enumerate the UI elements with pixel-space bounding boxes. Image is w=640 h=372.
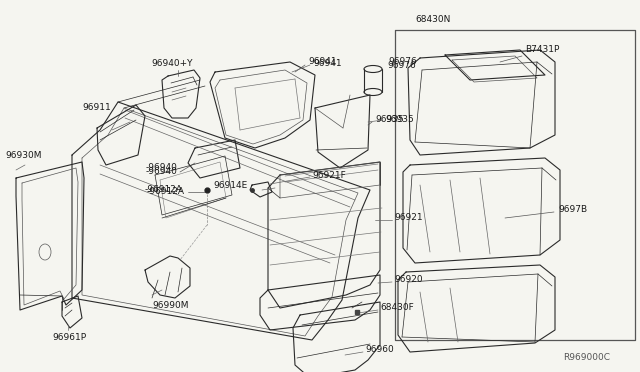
- Text: 96914E: 96914E: [214, 180, 248, 189]
- Text: -96912A: -96912A: [147, 187, 185, 196]
- Text: 96976: 96976: [388, 58, 417, 67]
- Text: -96912A: -96912A: [145, 186, 183, 195]
- Text: 96976: 96976: [387, 61, 416, 71]
- Text: 96930M: 96930M: [5, 151, 42, 160]
- Text: 96941: 96941: [308, 58, 337, 67]
- Text: 96940+Y: 96940+Y: [151, 58, 193, 67]
- Text: 96921F: 96921F: [312, 170, 346, 180]
- Text: -96940: -96940: [145, 164, 177, 173]
- Text: 96935: 96935: [375, 115, 404, 125]
- Text: R969000C: R969000C: [563, 353, 610, 362]
- Text: 9697B: 9697B: [558, 205, 587, 215]
- Text: 96935: 96935: [385, 115, 413, 125]
- Text: 68430N: 68430N: [415, 15, 451, 24]
- Text: 96990M: 96990M: [152, 301, 189, 310]
- Text: 96941: 96941: [313, 58, 342, 67]
- Text: 96960: 96960: [365, 346, 394, 355]
- Text: 96920: 96920: [394, 276, 422, 285]
- Text: 96961P: 96961P: [52, 334, 86, 343]
- Text: -96940: -96940: [145, 167, 177, 176]
- Text: 96911: 96911: [82, 103, 111, 112]
- Text: 68430F: 68430F: [380, 304, 413, 312]
- Text: B7431P: B7431P: [525, 45, 559, 55]
- Text: 96921: 96921: [394, 214, 422, 222]
